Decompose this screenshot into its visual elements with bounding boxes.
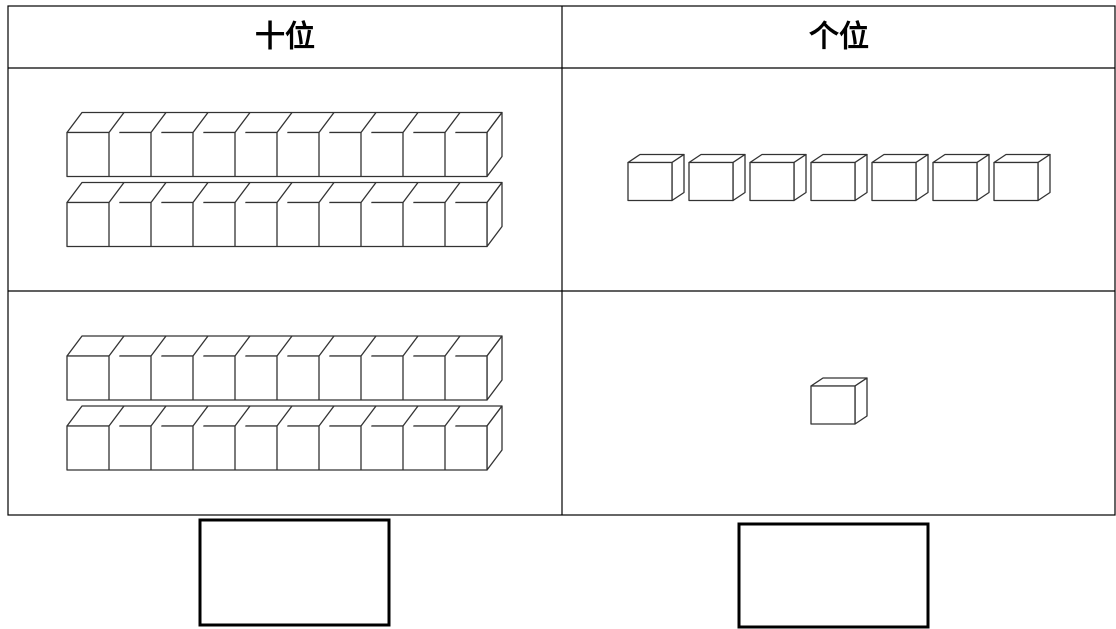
- rod-seam: [402, 112, 419, 177]
- rod-seam: [276, 182, 293, 247]
- rod-seam: [318, 112, 335, 177]
- unit-cube: [871, 153, 929, 202]
- rod-seam: [192, 405, 209, 470]
- ten-rod: [66, 181, 503, 248]
- rod-seam: [360, 335, 377, 400]
- rod-seam: [360, 405, 377, 470]
- rod-seam: [150, 112, 167, 177]
- rod-seam: [234, 335, 251, 400]
- rod-seam: [150, 335, 167, 400]
- rod-seam: [444, 335, 461, 400]
- header-tens: 十位: [255, 20, 315, 55]
- table-grid: [7, 5, 1116, 516]
- ten-rod: [66, 111, 503, 178]
- rod-seam: [360, 182, 377, 247]
- cube-side: [854, 377, 868, 425]
- ten-rod: [66, 405, 503, 471]
- cube-front: [871, 161, 917, 202]
- cube-front: [627, 161, 673, 202]
- rod-seam: [444, 182, 461, 247]
- unit-cube: [810, 377, 868, 425]
- rod-seam: [234, 112, 251, 177]
- unit-cube: [993, 153, 1051, 202]
- rod-seam: [276, 335, 293, 400]
- rod-seam: [444, 405, 461, 470]
- cube-front: [810, 385, 856, 425]
- ten-rod: [66, 335, 503, 401]
- rod-seam: [402, 335, 419, 400]
- header-ones: 个位: [809, 20, 869, 55]
- cube-side: [793, 153, 807, 202]
- rod-seam: [402, 405, 419, 470]
- answer-box: [737, 522, 930, 629]
- cube-front: [749, 161, 795, 202]
- rod-seam: [192, 112, 209, 177]
- cube-front: [932, 161, 978, 202]
- rod-seam: [318, 182, 335, 247]
- rod-seam: [234, 405, 251, 470]
- unit-cube: [688, 153, 746, 202]
- rod-seam: [276, 112, 293, 177]
- cube-side: [732, 153, 746, 202]
- blocks: [66, 111, 1051, 471]
- rod-seam: [276, 405, 293, 470]
- answer-box: [198, 518, 391, 627]
- rod-seam: [234, 182, 251, 247]
- rod-seam: [318, 335, 335, 400]
- rod-seam: [192, 182, 209, 247]
- rod-seam: [108, 405, 125, 470]
- rod-seam: [108, 335, 125, 400]
- cube-side: [1037, 153, 1051, 202]
- rod-seam: [108, 182, 125, 247]
- rod-seam: [444, 112, 461, 177]
- cube-side: [854, 153, 868, 202]
- cube-side: [915, 153, 929, 202]
- cube-front: [810, 161, 856, 202]
- rod-seam: [150, 405, 167, 470]
- rod-seam: [108, 112, 125, 177]
- rod-seam: [360, 112, 377, 177]
- unit-cube: [749, 153, 807, 202]
- unit-cube: [627, 153, 685, 202]
- rod-seam: [192, 335, 209, 400]
- rod-seam: [318, 405, 335, 470]
- cube-side: [671, 153, 685, 202]
- unit-cube: [810, 153, 868, 202]
- rod-seam: [402, 182, 419, 247]
- cube-front: [688, 161, 734, 202]
- unit-cube: [932, 153, 990, 202]
- rod-seam: [150, 182, 167, 247]
- cube-front: [993, 161, 1039, 202]
- cube-side: [976, 153, 990, 202]
